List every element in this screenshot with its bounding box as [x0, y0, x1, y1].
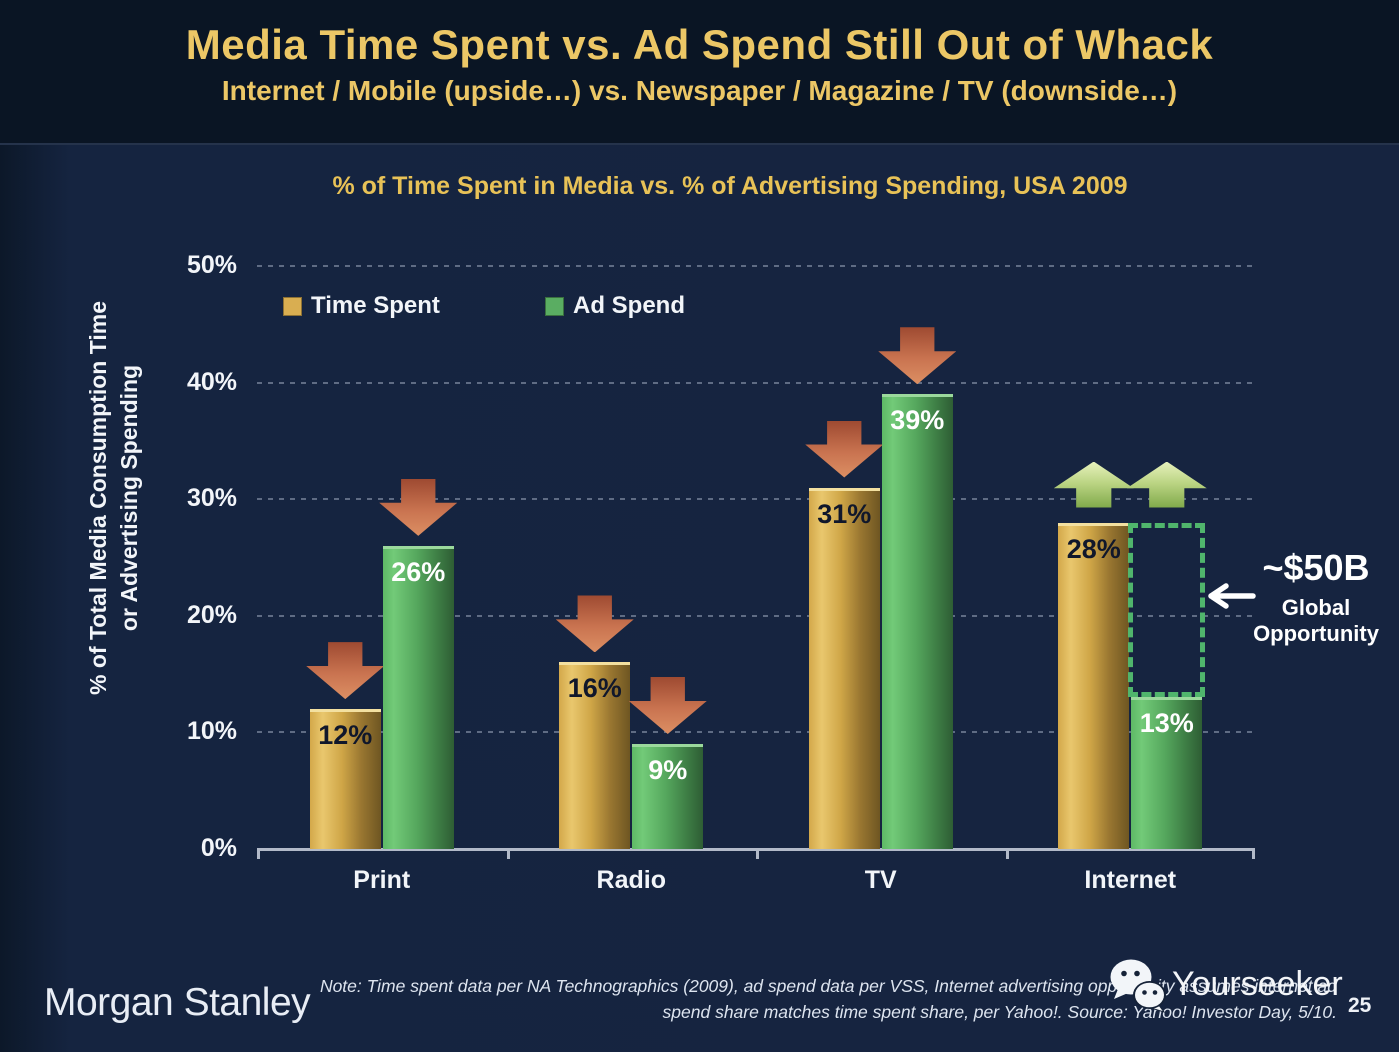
morgan-stanley-logo: Morgan Stanley: [44, 981, 311, 1024]
category-label-tv: TV: [864, 866, 897, 894]
y-axis-tick-label: 0%: [200, 834, 237, 862]
y-axis-tick-label: 40%: [186, 367, 237, 396]
opportunity-annotation: ~$50B Global Opportunity: [1240, 550, 1392, 648]
gridline-30: [257, 498, 1255, 501]
bar-time-spent-internet: [1058, 522, 1130, 849]
legend-item-ad-spend: Ad Spend: [545, 292, 685, 320]
wechat-icon: [1110, 959, 1166, 1013]
opportunity-label-line2: Opportunity: [1253, 621, 1379, 647]
x-axis-endcap-right: [1252, 848, 1255, 859]
category-label-print: Print: [353, 866, 411, 894]
gridline-50: [257, 265, 1255, 267]
source-note-line1: Note: Time spent data per NA Technograph…: [319, 976, 1337, 996]
bar-value-label-ad-spend-internet: 13%: [1139, 708, 1194, 739]
y-axis-tick-label: 20%: [186, 600, 237, 629]
y-axis-title-line1: % of Total Media Consumption Time: [85, 301, 111, 695]
legend-label-time-spent: Time Spent: [311, 292, 440, 319]
page-number: 25: [1348, 994, 1372, 1017]
y-axis-title: % of Total Media Consumption Time or Adv…: [83, 218, 149, 778]
watermark: Yourseeker: [1106, 957, 1343, 1015]
time-spent-swatch-icon: [283, 296, 302, 316]
page-title: Media Time Spent vs. Ad Spend Still Out …: [185, 21, 1214, 68]
chart-title: % of Time Spent in Media vs. % of Advert…: [332, 172, 1128, 200]
trend-down-arrow-icon: [555, 595, 634, 653]
y-axis-tick-label: 10%: [186, 717, 237, 746]
left-arrow-icon: [1208, 583, 1256, 609]
page-subtitle: Internet / Mobile (upside…) vs. Newspape…: [221, 75, 1178, 106]
bar-value-label-time-spent-radio: 16%: [567, 673, 622, 704]
bar-value-label-ad-spend-tv: 39%: [890, 405, 945, 436]
x-axis-separator-tick: [506, 848, 510, 859]
bar-value-label-time-spent-print: 12%: [318, 720, 373, 751]
slide-header: Media Time Spent vs. Ad Spend Still Out …: [0, 0, 1399, 145]
trend-down-arrow-icon: [306, 642, 385, 700]
trend-down-arrow-icon: [878, 327, 957, 385]
y-axis-tick-label: 30%: [186, 484, 237, 513]
trend-up-arrow-icon: [1053, 461, 1134, 508]
bar-ad-spend-print: [382, 545, 454, 849]
category-label-radio: Radio: [596, 866, 666, 894]
opportunity-gap-box: [1128, 522, 1206, 698]
bar-value-label-ad-spend-radio: 9%: [648, 755, 688, 786]
source-note-line2: spend share matches time spent share, pe…: [662, 1002, 1337, 1023]
legend-label-ad-spend: Ad Spend: [573, 292, 685, 319]
opportunity-value: ~$50B: [1262, 547, 1370, 588]
x-axis-separator-tick: [1005, 848, 1009, 859]
x-axis-separator-tick: [756, 848, 759, 859]
source-note: Note: Time spent data per NA Technograph…: [307, 973, 1337, 1026]
bar-ad-spend-tv: [881, 394, 953, 849]
trend-up-arrow-icon: [1126, 461, 1207, 508]
category-label-internet: Internet: [1084, 866, 1177, 894]
bar-time-spent-tv: [808, 487, 880, 849]
bar-value-label-time-spent-tv: 31%: [817, 498, 872, 529]
ad-spend-swatch-icon: [545, 296, 564, 316]
trend-down-arrow-icon: [628, 677, 707, 735]
trend-down-arrow-icon: [805, 420, 884, 478]
opportunity-label-line1: Global: [1281, 595, 1351, 620]
gridline-20: [257, 614, 1255, 617]
watermark-text: Yourseeker: [1172, 965, 1343, 1003]
bar-value-label-ad-spend-print: 26%: [391, 556, 446, 587]
bar-ad-spend-radio: [632, 744, 704, 849]
x-axis-endcap-left: [257, 848, 260, 859]
bar-time-spent-radio: [559, 662, 631, 849]
trend-down-arrow-icon: [379, 478, 458, 536]
bar-time-spent-print: [309, 709, 381, 849]
gridline-10: [257, 731, 1255, 734]
bar-value-label-time-spent-internet: 28%: [1066, 533, 1121, 564]
y-axis-title-line2: or Advertising Spending: [116, 364, 142, 632]
y-axis-tick-label: 50%: [186, 251, 237, 279]
bar-ad-spend-internet: [1131, 697, 1203, 849]
gridline-40: [257, 381, 1255, 384]
legend-item-time-spent: Time Spent: [283, 292, 440, 320]
